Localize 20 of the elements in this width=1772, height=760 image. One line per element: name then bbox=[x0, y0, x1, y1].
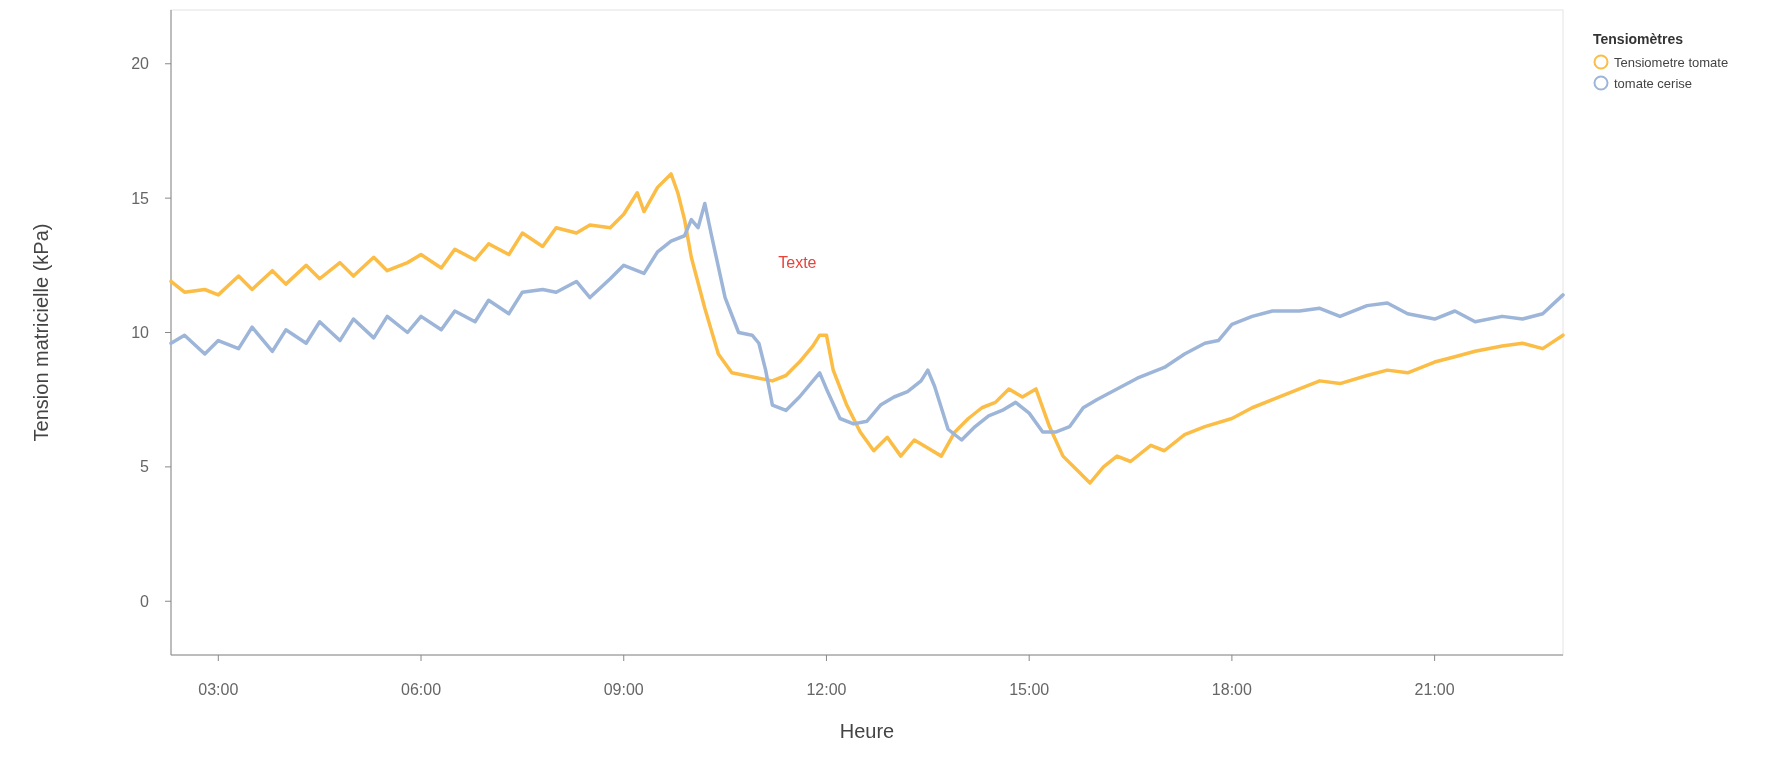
annotation: Texte bbox=[778, 254, 817, 271]
x-tick-label: 21:00 bbox=[1414, 681, 1455, 698]
y-tick-label: 20 bbox=[131, 55, 150, 73]
x-tick-label: 06:00 bbox=[401, 681, 442, 698]
y-tick-label: 15 bbox=[131, 189, 150, 207]
x-tick-label: 12:00 bbox=[806, 681, 847, 698]
y-axis-title: Tension matricielle (kPa) bbox=[30, 223, 52, 442]
line-series bbox=[169, 172, 1565, 485]
y-tick-label: 10 bbox=[131, 324, 150, 342]
x-tick-label: 18:00 bbox=[1211, 681, 1253, 698]
line-series bbox=[169, 201, 1565, 442]
legend-title: Tensiomètres bbox=[1593, 31, 1684, 47]
y-tick-label: 0 bbox=[140, 592, 150, 610]
x-tick-label: 09:00 bbox=[603, 681, 644, 698]
y-tick-label: 5 bbox=[140, 458, 150, 476]
x-tick-label: 15:00 bbox=[1009, 681, 1050, 698]
x-tick-label: 03:00 bbox=[198, 681, 239, 698]
legend-label: Tensiometre tomate bbox=[1614, 54, 1729, 70]
x-axis-title: Heure bbox=[839, 720, 895, 742]
legend-label: tomate cerise bbox=[1614, 75, 1693, 91]
